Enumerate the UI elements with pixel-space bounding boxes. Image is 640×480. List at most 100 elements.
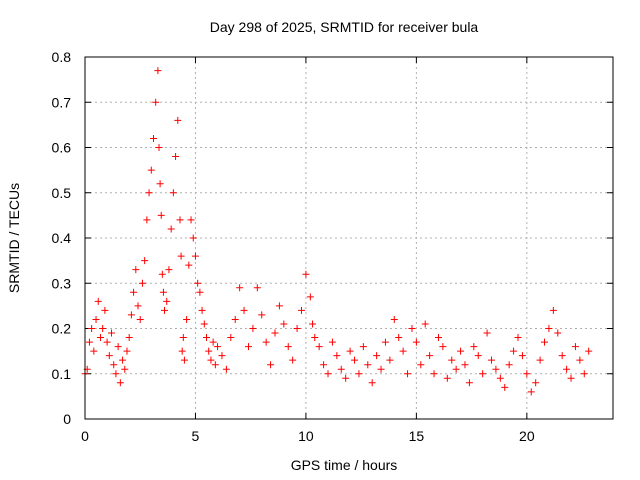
data-point (585, 347, 593, 355)
data-point (222, 365, 230, 373)
data-point (143, 216, 151, 224)
data-point (154, 67, 162, 75)
data-point (479, 370, 487, 378)
data-point (132, 266, 140, 274)
data-point (180, 356, 188, 364)
data-point (571, 343, 579, 351)
data-point (127, 311, 135, 319)
data-point (110, 361, 118, 369)
data-point (359, 343, 367, 351)
data-point (92, 315, 100, 323)
data-point (328, 338, 336, 346)
data-point (465, 379, 473, 387)
data-point (136, 315, 144, 323)
data-point (163, 297, 171, 305)
data-point (342, 374, 350, 382)
data-point (271, 329, 279, 337)
data-point (381, 338, 389, 346)
data-point (368, 379, 376, 387)
data-point (172, 153, 180, 161)
data-point (434, 334, 442, 342)
data-point (147, 166, 155, 174)
data-point (315, 343, 323, 351)
plot-frame (84, 56, 614, 420)
data-point (302, 270, 310, 278)
data-point (125, 334, 133, 342)
data-point (262, 338, 270, 346)
data-point (390, 315, 398, 323)
data-point (196, 288, 204, 296)
data-point (563, 365, 571, 373)
data-point (183, 315, 191, 323)
data-point (386, 356, 394, 364)
data-point (145, 189, 153, 197)
x-tick-label: 5 (192, 428, 200, 444)
data-point (306, 293, 314, 301)
data-point (275, 302, 283, 310)
data-point (355, 370, 363, 378)
data-point (545, 325, 553, 332)
y-tick-label: 0.2 (52, 321, 72, 337)
data-point (157, 211, 165, 219)
data-point (231, 315, 239, 323)
data-point (373, 352, 381, 360)
data-point (179, 334, 187, 342)
data-point (165, 266, 173, 274)
data-point (399, 347, 407, 355)
data-point (96, 334, 104, 342)
x-axis-label: GPS time / hours (291, 457, 398, 473)
data-point (284, 343, 292, 351)
data-point (203, 334, 211, 342)
data-point (470, 343, 478, 351)
data-point (187, 216, 195, 224)
data-point (156, 180, 164, 188)
x-tick-label: 10 (298, 428, 314, 444)
data-point (236, 284, 244, 292)
data-point (194, 279, 202, 287)
data-point (364, 361, 372, 369)
y-tick-label: 0.5 (52, 185, 72, 201)
data-point (198, 306, 206, 314)
data-point (123, 347, 131, 355)
data-point (138, 279, 146, 287)
data-point (177, 252, 185, 260)
y-tick-label: 0.3 (52, 275, 72, 291)
data-point (158, 270, 166, 278)
data-point (333, 352, 341, 360)
data-point (309, 320, 317, 328)
data-point (130, 288, 138, 296)
grid-lines (85, 57, 613, 419)
data-point (159, 288, 167, 296)
data-point (178, 347, 186, 355)
data-point (510, 347, 518, 355)
data-point (536, 356, 544, 364)
data-point (105, 352, 113, 360)
data-point (412, 338, 420, 346)
data-point (249, 325, 257, 332)
data-point (457, 347, 465, 355)
data-point (218, 352, 226, 360)
data-point (134, 302, 142, 310)
data-point (214, 343, 222, 351)
data-point (518, 352, 526, 360)
data-point (253, 284, 261, 292)
data-point (185, 261, 193, 269)
data-point (211, 361, 219, 369)
data-point (554, 329, 562, 337)
data-point (167, 225, 175, 233)
data-point (532, 379, 540, 387)
axis-ticks: 0 0.1 0.2 0.3 0.4 0.5 0.6 0.7 0.8 0 5 10 15 20 (52, 49, 613, 444)
data-point (541, 338, 549, 346)
data-point (549, 306, 557, 314)
data-point (240, 306, 248, 314)
data-point (88, 325, 96, 332)
data-point (227, 334, 235, 342)
data-point (174, 116, 182, 124)
data-point (576, 356, 584, 364)
data-point (448, 356, 456, 364)
data-point (496, 374, 504, 382)
x-tick-label: 20 (519, 428, 535, 444)
data-point (474, 352, 482, 360)
data-point (112, 370, 120, 378)
